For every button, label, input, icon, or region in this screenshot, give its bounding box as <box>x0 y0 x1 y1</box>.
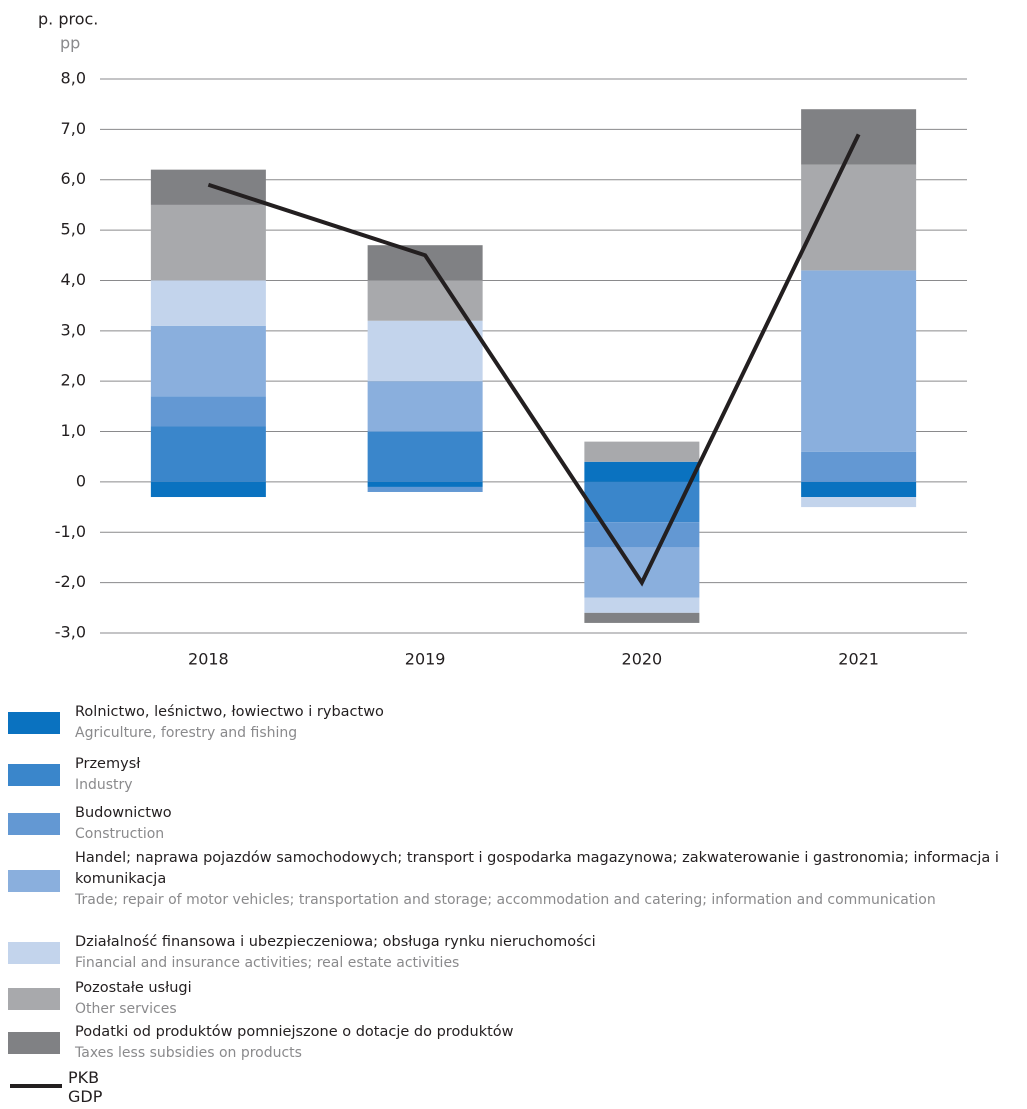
y-tick-label: 2,0 <box>61 371 86 390</box>
bar-segment <box>801 481 917 498</box>
legend-text: Podatki od produktów pomniejszone o dota… <box>75 1022 1015 1064</box>
bar-segment <box>584 461 700 482</box>
chart: p. proc. pp -3,0 -2,0 -1,0 0 1,0 2,0 3,0 4,0 5,0… <box>38 10 967 669</box>
bar-segment <box>367 486 483 492</box>
legend-swatch <box>8 870 60 892</box>
bar-segment <box>801 497 917 508</box>
bar-segment <box>367 381 483 432</box>
x-tick-label: 2019 <box>405 650 446 669</box>
bar-segment <box>367 245 483 281</box>
bar-segment <box>584 547 700 598</box>
y-tick-label: 0 <box>76 471 86 490</box>
bar-segment <box>150 396 266 427</box>
legend-swatch <box>8 1032 60 1054</box>
legend-swatch <box>8 813 60 835</box>
legend-name: Handel; naprawa pojazdów samochodowych; … <box>75 850 999 887</box>
legend-name-en: Other services <box>75 1001 177 1017</box>
bar-segment <box>367 481 483 487</box>
y-tick-label: 6,0 <box>61 169 86 188</box>
x-tick-label: 2020 <box>622 650 663 669</box>
legend-name: Budownictwo <box>75 805 172 821</box>
legend-name-en: Trade; repair of motor vehicles; transpo… <box>75 892 936 908</box>
legend-name: PKB <box>68 1068 100 1087</box>
bar-segment <box>150 481 266 498</box>
legend-text: PKB GDP <box>68 1068 1008 1106</box>
y-tick-label: 8,0 <box>61 69 86 88</box>
legend-name-en: Financial and insurance activities; real… <box>75 955 460 971</box>
y-tick-label: -3,0 <box>55 623 86 642</box>
legend-name: Działalność finansowa i ubezpieczeniowa;… <box>75 934 596 950</box>
y-tick-label: -2,0 <box>55 572 86 591</box>
legend-name-en: Agriculture, forestry and fishing <box>75 725 298 741</box>
bar-segment <box>150 204 266 281</box>
legend-text: Handel; naprawa pojazdów samochodowych; … <box>75 848 1015 911</box>
y-tick-label: 1,0 <box>61 421 86 440</box>
legend-text: Budownictwo Construction <box>75 803 1015 845</box>
legend-name-en: Taxes less subsidies on products <box>75 1045 302 1061</box>
legend-text: Pozostałe usługi Other services <box>75 978 1015 1020</box>
legend-text: Przemysł Industry <box>75 754 1015 796</box>
legend-name: Rolnictwo, leśnictwo, łowiectwo i rybact… <box>75 704 384 720</box>
bar-segment <box>150 325 266 397</box>
legend-line <box>10 1084 62 1088</box>
bar-segment <box>367 320 483 382</box>
legend-name: Pozostałe usługi <box>75 980 192 996</box>
legend-swatch <box>8 712 60 734</box>
bar-segment <box>584 612 700 623</box>
legend-name: Przemysł <box>75 756 141 772</box>
bar-segment <box>150 280 266 326</box>
bar-segment <box>367 431 483 482</box>
y-tick-label: 3,0 <box>61 320 86 339</box>
bar-segment <box>584 441 700 462</box>
x-tick-label: 2018 <box>188 650 229 669</box>
bar-segment <box>584 522 700 548</box>
bar-segment <box>801 270 917 452</box>
y-tick-label: 5,0 <box>61 220 86 239</box>
legend-name-en: Construction <box>75 826 165 842</box>
y-axis-label: p. proc. <box>38 10 98 29</box>
legend-name: Podatki od produktów pomniejszone o dota… <box>75 1024 514 1040</box>
x-tick-label: 2021 <box>838 650 879 669</box>
legend-text: Rolnictwo, leśnictwo, łowiectwo i rybact… <box>75 702 1015 744</box>
gdp-line <box>207 133 861 587</box>
bar-segment <box>801 451 917 482</box>
bar-segment <box>584 597 700 613</box>
bar-segment <box>150 426 266 482</box>
legend-swatch <box>8 988 60 1010</box>
legend-name-en: GDP <box>68 1087 103 1106</box>
y-tick-label: 4,0 <box>61 270 86 289</box>
y-axis-label-en: pp <box>60 34 80 53</box>
y-tick-label: -1,0 <box>55 522 86 541</box>
legend-text: Działalność finansowa i ubezpieczeniowa;… <box>75 932 1015 974</box>
legend-swatch <box>8 764 60 786</box>
legend-swatch <box>8 942 60 964</box>
y-tick-label: 7,0 <box>61 119 86 138</box>
legend-name-en: Industry <box>75 777 133 793</box>
